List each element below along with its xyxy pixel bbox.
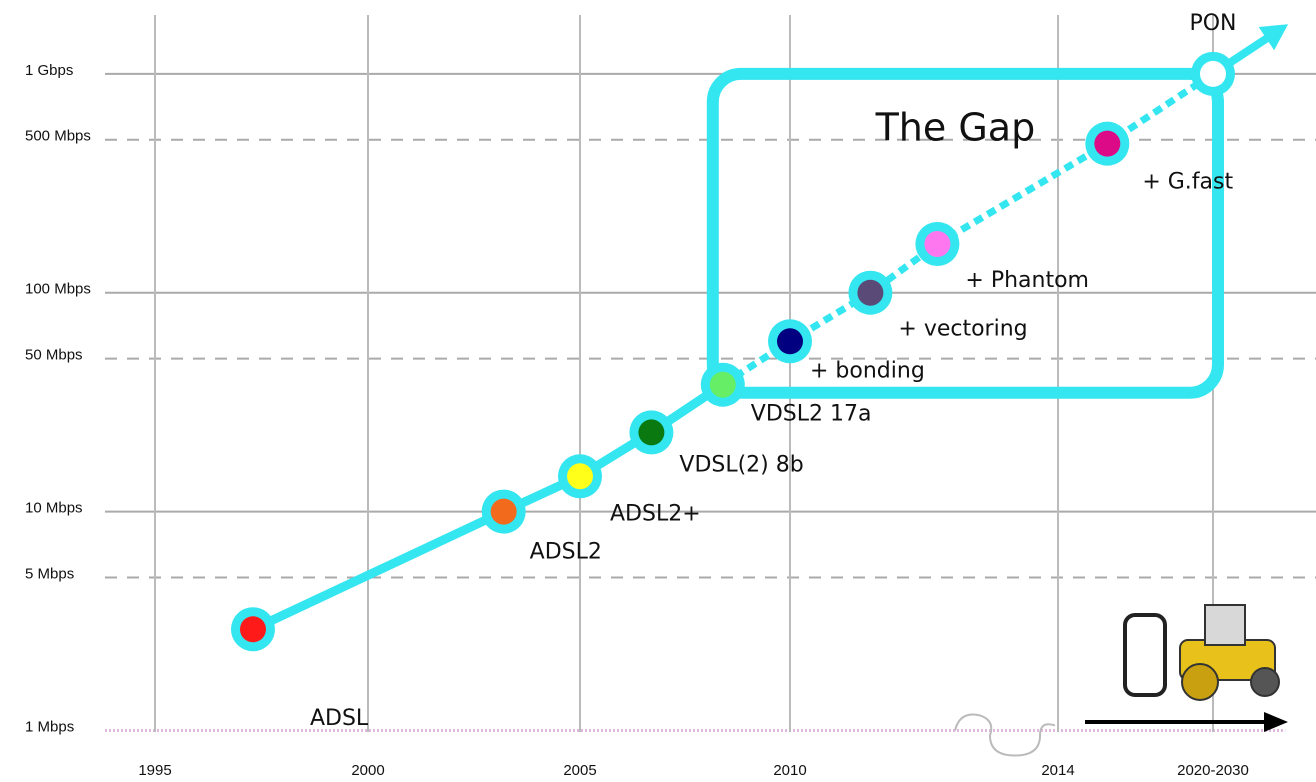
point-label: + G.fast xyxy=(1142,170,1233,195)
annotation: The Gap xyxy=(875,106,1036,150)
time-arrow xyxy=(1085,712,1288,732)
x-tick-label: 2005 xyxy=(563,762,596,779)
point xyxy=(239,616,266,643)
roller-icon xyxy=(1123,604,1280,701)
point xyxy=(857,279,884,306)
y-tick-label: 100 Mbps xyxy=(25,281,91,298)
x-tick-label: 2000 xyxy=(351,762,384,779)
x-tick-label: 2010 xyxy=(773,762,806,779)
gap-box xyxy=(706,67,1224,399)
point xyxy=(1094,130,1121,157)
x-tick-label: 1995 xyxy=(138,762,171,779)
point-label: + vectoring xyxy=(898,317,1027,342)
arrow-head xyxy=(1258,24,1289,51)
point-label: VDSL(2) 8b xyxy=(679,452,803,477)
point-label: + bonding xyxy=(810,358,925,383)
y-tick-label: 500 Mbps xyxy=(25,128,91,145)
point-label: VDSL2 17a xyxy=(751,402,872,427)
x-tick-label: 2020-2030 xyxy=(1177,762,1249,779)
point xyxy=(1200,60,1226,87)
point xyxy=(567,463,593,490)
y-tick-label: 1 Mbps xyxy=(25,718,74,735)
point-label: ADSL2+ xyxy=(610,501,701,526)
point-label: ADSL2 xyxy=(530,540,602,565)
point xyxy=(777,328,803,355)
point xyxy=(490,498,517,525)
y-tick-label: 50 Mbps xyxy=(25,347,83,364)
point-label: PON xyxy=(1189,11,1236,36)
point-label: + Phantom xyxy=(965,268,1089,293)
x-tick-label: 2014 xyxy=(1041,762,1074,779)
y-tick-label: 10 Mbps xyxy=(25,500,83,517)
y-tick-label: 1 Gbps xyxy=(25,62,73,79)
point xyxy=(709,371,736,398)
point-label: ADSL xyxy=(310,706,369,731)
point xyxy=(924,230,951,257)
y-tick-label: 5 Mbps xyxy=(25,565,74,582)
axis-break xyxy=(954,713,1056,757)
point xyxy=(638,419,665,446)
